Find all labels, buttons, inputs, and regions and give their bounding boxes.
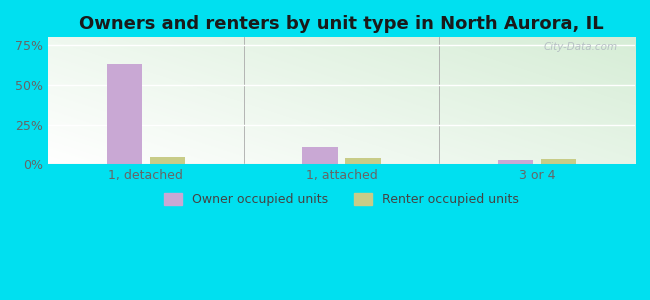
Bar	[498, 160, 533, 164]
Bar	[150, 157, 185, 164]
Bar	[345, 158, 380, 164]
Title: Owners and renters by unit type in North Aurora, IL: Owners and renters by unit type in North…	[79, 15, 604, 33]
Bar	[302, 147, 337, 164]
Legend: Owner occupied units, Renter occupied units: Owner occupied units, Renter occupied un…	[159, 188, 524, 211]
Bar	[107, 64, 142, 164]
Text: City-Data.com: City-Data.com	[543, 42, 618, 52]
Bar	[541, 159, 577, 164]
